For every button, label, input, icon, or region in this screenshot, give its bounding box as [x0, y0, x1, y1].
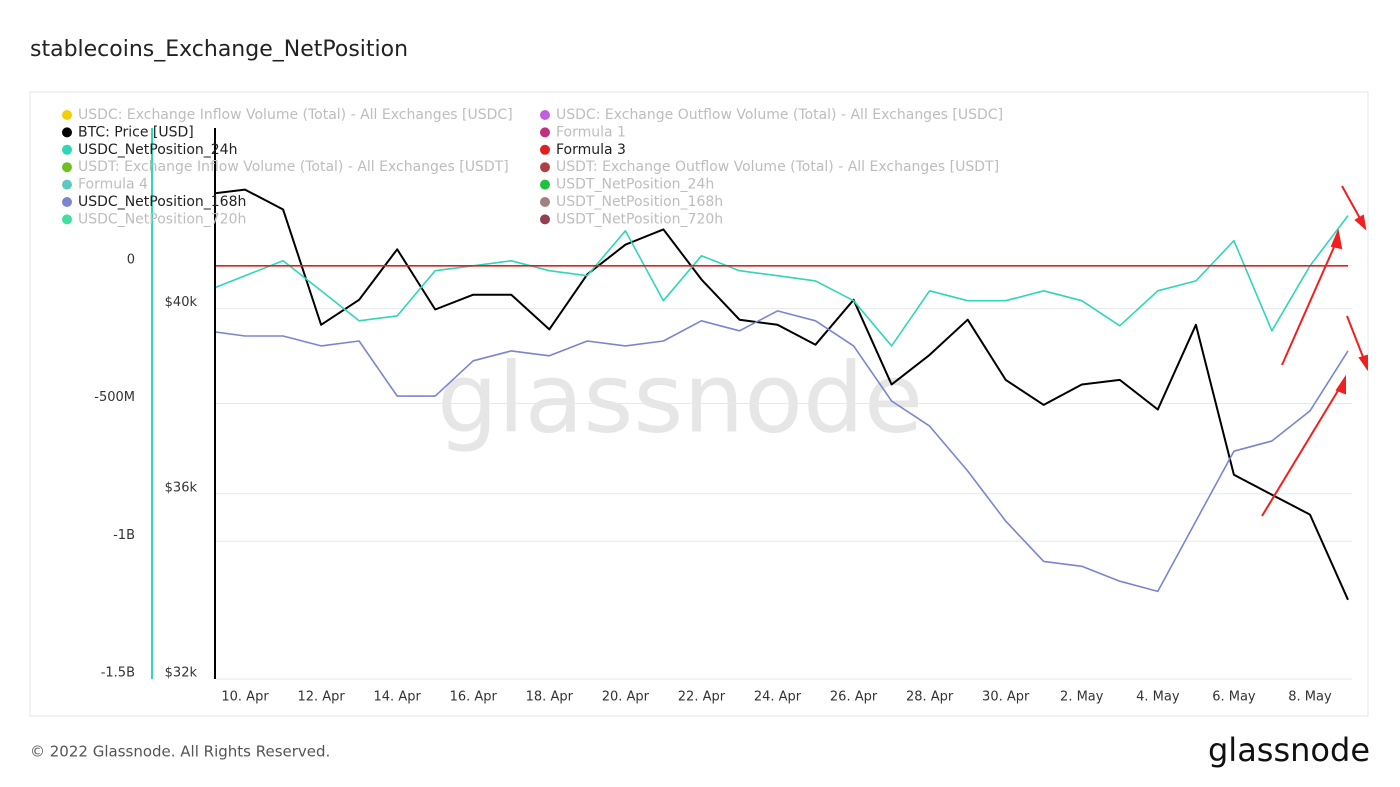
legend-label: Formula 3 [556, 142, 626, 158]
x-tick-label: 24. Apr [754, 690, 802, 705]
legend-dot [540, 144, 550, 155]
y2-tick-label: $32k [165, 666, 198, 681]
plot [215, 188, 1349, 601]
legend-label: USDT: Exchange Outflow Volume (Total) - … [556, 159, 999, 175]
legend-dot [62, 127, 72, 138]
x-tick-label: 22. Apr [678, 690, 726, 705]
y-tick-label: -1.5B [101, 666, 135, 681]
legend-dot [62, 179, 72, 190]
legend-label: Formula 1 [556, 124, 626, 140]
brand-logo: glassnode [1208, 731, 1370, 769]
legend-label: BTC: Price [USD] [78, 124, 194, 140]
legend-dot [540, 214, 550, 225]
legend-dot [62, 110, 72, 120]
y-tick-label: -1B [113, 528, 135, 543]
footer: © 2022 Glassnode. All Rights Reserved. [30, 743, 330, 761]
legend-dot [540, 197, 550, 207]
legend-label: USDC: Exchange Outflow Volume (Total) - … [556, 107, 1003, 123]
legend-dot [62, 144, 72, 155]
legend-label: USDT: Exchange Inflow Volume (Total) - A… [78, 159, 509, 175]
legend-dot [540, 162, 550, 173]
x-tick-label: 8. May [1288, 690, 1332, 705]
legend-dot [62, 214, 72, 225]
legend-dot [62, 197, 72, 207]
y-tick-label: 0 [127, 252, 135, 267]
y2-tick-label: $40k [165, 295, 198, 310]
series-line [215, 310, 1349, 593]
legend-label: USDC_NetPosition_24h [78, 142, 237, 158]
legend-dot [540, 127, 550, 138]
chart-title: stablecoins_Exchange_NetPosition [30, 37, 408, 62]
legend-label: USDT_NetPosition_720h [556, 211, 723, 227]
y-tick-label: -500M [94, 390, 135, 405]
legend-label: USDT_NetPosition_168h [556, 194, 723, 210]
series-line [215, 188, 1349, 601]
legend-label: USDC: Exchange Inflow Volume (Total) - A… [78, 107, 513, 123]
x-tick-label: 18. Apr [526, 690, 574, 705]
legend-label: USDC_NetPosition_720h [78, 211, 246, 227]
y2-tick-label: $36k [165, 480, 198, 495]
x-tick-label: 12. Apr [297, 690, 345, 705]
x-tick-label: 2. May [1060, 690, 1104, 705]
chart-frame [29, 91, 1369, 717]
x-tick-label: 4. May [1136, 690, 1180, 705]
series-line [215, 215, 1349, 347]
x-tick-label: 16. Apr [450, 690, 498, 705]
legend-dot [62, 162, 72, 173]
x-tick-label: 30. Apr [982, 690, 1030, 705]
x-tick-label: 28. Apr [906, 690, 954, 705]
x-tick-label: 26. Apr [830, 690, 878, 705]
legend-dot [540, 110, 550, 120]
legend-label: USDC_NetPosition_168h [78, 194, 246, 210]
legend-label: Formula 4 [78, 177, 148, 193]
watermark: glassnode [437, 342, 923, 454]
legend-dot [540, 179, 550, 190]
x-tick-label: 14. Apr [374, 690, 422, 705]
legend: USDC: Exchange Inflow Volume (Total) - A… [62, 107, 1003, 227]
legend-label: USDT_NetPosition_24h [556, 177, 714, 193]
x-tick-label: 10. Apr [221, 690, 269, 705]
x-tick-label: 6. May [1212, 690, 1256, 705]
annotation-arrows [1261, 185, 1368, 517]
x-tick-label: 20. Apr [602, 690, 650, 705]
